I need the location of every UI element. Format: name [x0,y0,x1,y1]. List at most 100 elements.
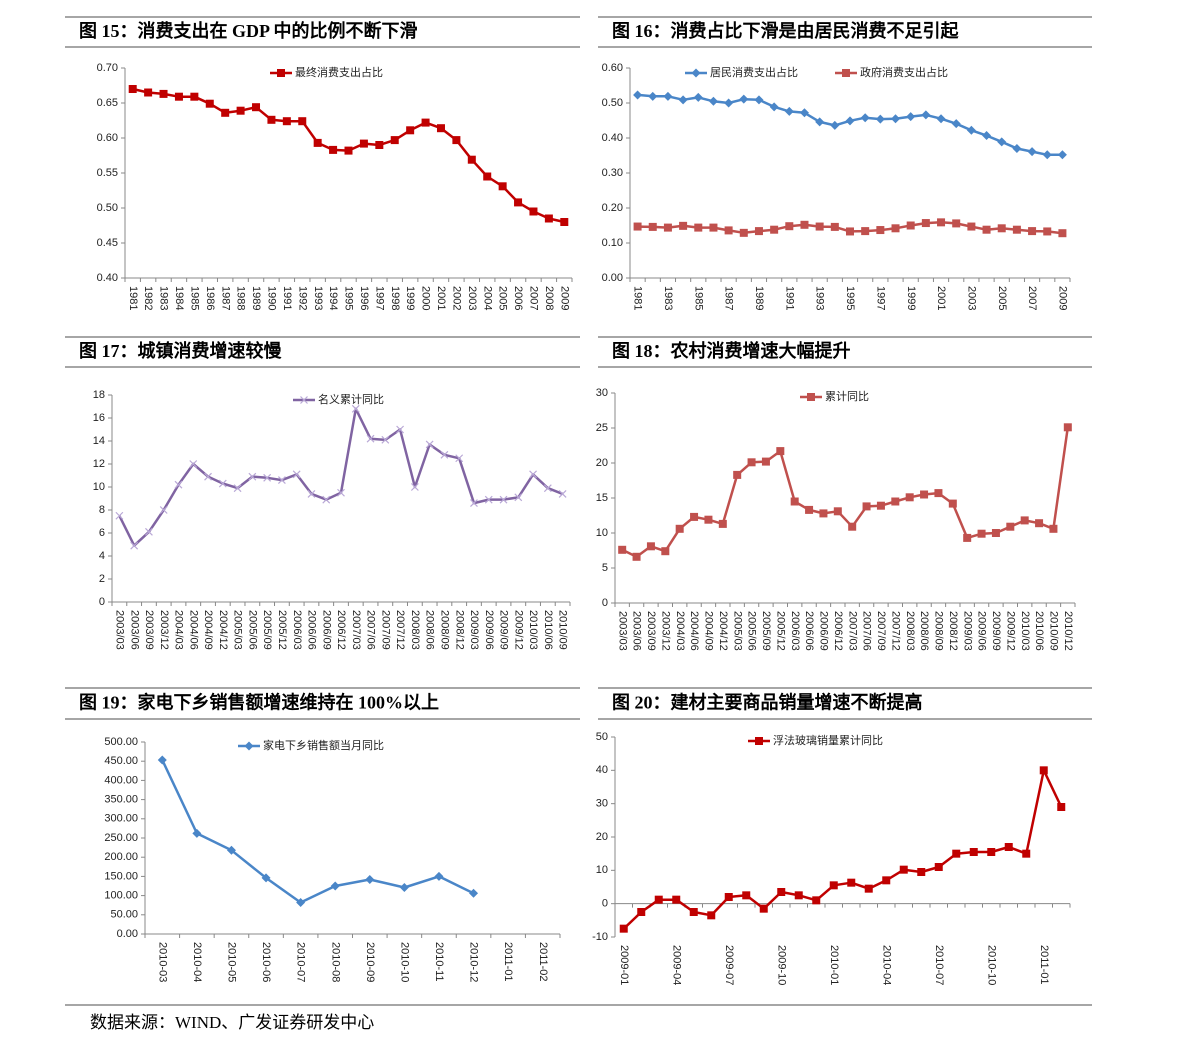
data-point [891,224,900,233]
data-point [742,891,751,900]
x-tick-label: 1989 [753,286,765,310]
x-tick-label: 1997 [874,286,886,310]
x-tick-label: 2005/06 [746,611,758,651]
data-point [951,119,961,129]
data-point [906,221,915,230]
x-tick-label: 2008/03 [409,610,421,650]
x-tick-label: 2005/03 [731,611,743,651]
data-point [769,102,779,112]
data-point [754,95,764,105]
data-point [920,490,929,499]
data-point [484,495,493,504]
data-point [189,460,198,468]
x-tick-label: 2010/03 [527,610,539,650]
data-point [159,506,168,514]
x-tick-label: 2008/09 [439,610,451,650]
x-tick-label: 2007 [1026,286,1038,310]
x-tick-label: 2003/06 [128,610,140,650]
x-tick-label: 2006/12 [832,611,844,651]
x-tick-label: 2010/09 [557,610,569,650]
data-point [790,497,799,506]
data-point [1035,519,1044,528]
data-point [483,172,492,181]
data-point [679,221,688,230]
data-point [982,225,991,234]
data-point [921,219,930,228]
y-tick-label: -10 [592,931,608,943]
x-tick-label: 1992 [296,286,308,310]
x-tick-label: 2007 [528,286,540,310]
x-tick-label: 2010-06 [260,942,272,982]
legend-label: 名义累计同比 [318,392,384,406]
x-tick-label: 2009/03 [468,610,480,650]
data-point [704,515,713,524]
data-point [815,117,825,127]
data-point [739,228,748,237]
data-point [344,146,353,155]
x-tick-label: 2006/09 [320,610,332,650]
x-tick-label: 2011-01 [502,942,514,982]
data-point [967,222,976,231]
y-tick-label: 15 [596,492,608,504]
figure-title: 图 17：城镇消费增速较慢 [79,340,282,361]
x-tick-label: 2006 [512,286,524,310]
data-point [875,114,885,124]
x-tick-label: 2005/12 [774,611,786,651]
x-tick-label: 1987 [219,286,231,310]
data-point [248,472,257,481]
data-point [690,512,699,521]
x-tick-label: 2003/03 [616,611,628,651]
y-tick-label: 4 [99,550,105,562]
y-tick-label: 10 [596,864,608,876]
data-point [969,848,978,856]
data-point [675,524,684,533]
x-tick-label: 2006/03 [291,610,303,650]
x-tick-label: 2008/12 [947,611,959,651]
y-tick-label: 10 [93,481,105,493]
data-point [637,908,646,916]
data-point [937,218,946,227]
data-point [145,527,153,536]
data-point [282,117,291,126]
x-tick-label: 2008/03 [904,611,916,651]
data-point [800,220,809,229]
legend-label: 家电下乡销售额当月同比 [263,738,384,752]
x-tick-label: 1994 [327,286,339,310]
x-tick-label: 2005/06 [246,610,258,650]
data-point [192,828,202,838]
data-point [663,223,672,232]
data-point [830,222,839,231]
data-point [307,489,316,498]
data-point [499,495,508,504]
data-point [936,114,946,124]
data-point [498,182,507,191]
data-point [1006,522,1015,531]
x-tick-label: 2004/06 [688,611,700,651]
y-tick-label: 2 [99,573,105,585]
x-tick-label: 1988 [235,286,247,310]
data-point [987,848,996,856]
data-point [632,552,641,561]
x-tick-label: 1999 [905,286,917,310]
y-tick-label: 0.60 [602,62,623,74]
x-tick-label: 2009 [1057,286,1069,310]
data-point [724,98,734,108]
data-point [469,888,479,898]
x-tick-label: 2006/06 [803,611,815,651]
x-tick-label: 2009/06 [483,610,495,650]
data-point [724,226,733,235]
data-point [421,118,430,127]
y-tick-label: 8 [99,504,105,516]
data-point [425,440,434,449]
data-point [618,545,627,554]
data-point [144,88,153,97]
x-tick-label: 2009-01 [618,945,630,985]
y-tick-label: 50 [596,731,608,743]
x-tick-label: 2010-08 [329,942,341,982]
data-point [777,888,786,896]
data-point [452,136,461,145]
x-tick-label: 2010/09 [1048,611,1060,651]
x-tick-label: 1981 [632,286,644,310]
x-tick-label: 2011-02 [537,942,549,982]
